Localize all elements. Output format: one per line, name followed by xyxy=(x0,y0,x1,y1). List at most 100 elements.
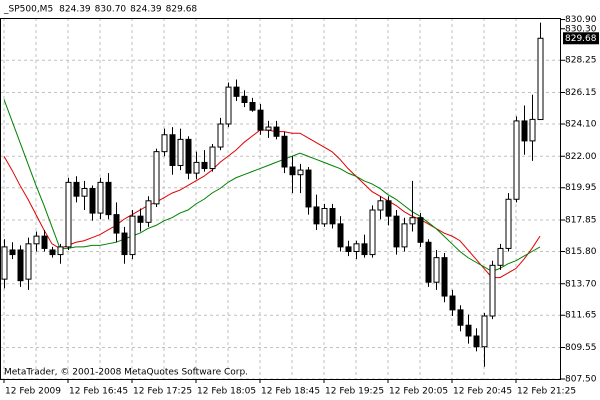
candle-body xyxy=(345,246,352,252)
candle-body xyxy=(353,243,360,252)
y-tick-label: 830.90 xyxy=(565,15,597,25)
header-value: 824.39 xyxy=(130,5,162,15)
candle-body xyxy=(377,200,384,211)
y-tick-label: 809.55 xyxy=(565,343,597,353)
candle-body xyxy=(65,181,72,248)
y-tick-label: 811.65 xyxy=(565,311,597,321)
candle-body xyxy=(193,161,200,174)
grid xyxy=(0,18,561,380)
candle-body xyxy=(249,101,256,111)
candle-body xyxy=(465,324,472,337)
candle-body xyxy=(225,86,232,125)
candle-body xyxy=(153,151,160,205)
candle-body xyxy=(113,214,120,234)
candle-body xyxy=(41,235,48,249)
header-value: 830.70 xyxy=(95,5,127,15)
candle-body xyxy=(161,134,168,153)
candle-body xyxy=(489,264,496,317)
candle-body xyxy=(201,161,208,170)
candle-body xyxy=(425,241,432,283)
y-tick-label: 813.70 xyxy=(565,279,597,289)
candle-body xyxy=(73,181,80,197)
candle-body xyxy=(529,118,536,142)
candle-body xyxy=(409,217,416,225)
candle-body xyxy=(33,235,40,245)
candle-body xyxy=(129,215,136,256)
y-tick-label: 817.85 xyxy=(565,216,597,226)
candle-body xyxy=(257,109,264,131)
header-value: 824.39 xyxy=(59,5,91,15)
candle-body xyxy=(121,232,128,256)
x-tick-label: 12 Feb 19:25 xyxy=(325,387,384,397)
candle-body xyxy=(417,217,424,243)
candle-body xyxy=(481,315,488,348)
x-tick-label: 12 Feb 18:45 xyxy=(261,387,320,397)
candle-body xyxy=(289,166,296,176)
candle-body xyxy=(297,169,304,176)
candle-body xyxy=(385,200,392,217)
candle-body xyxy=(57,246,64,256)
candle-body xyxy=(305,169,312,208)
y-tick-label: 830.30 xyxy=(565,24,597,34)
candle-body xyxy=(329,207,336,225)
y-tick-label: 822.00 xyxy=(565,152,597,162)
x-tick-label: 12 Feb 17:25 xyxy=(133,387,192,397)
candle-body xyxy=(281,135,288,168)
y-tick-label: 815.80 xyxy=(565,247,597,257)
candle-body xyxy=(81,188,88,197)
candle-body xyxy=(449,295,456,311)
x-tick-label: 12 Feb 2009 xyxy=(5,387,61,397)
candle-body xyxy=(105,181,112,216)
candle-body xyxy=(49,249,56,256)
x-tick-label: 12 Feb 18:05 xyxy=(197,387,256,397)
candle-body xyxy=(369,209,376,256)
x-tick-label: 12 Feb 16:45 xyxy=(69,387,128,397)
x-tick-label: 12 Feb 21:25 xyxy=(517,387,576,397)
candle-body xyxy=(241,95,248,103)
candle-body xyxy=(457,309,464,326)
candle-body xyxy=(209,146,216,170)
y-tick-label: 828.25 xyxy=(565,56,597,66)
candle-body xyxy=(473,335,480,348)
candle-body xyxy=(169,134,176,166)
y-tick-label: 819.95 xyxy=(565,183,597,193)
moving-average xyxy=(3,99,541,273)
candle-body xyxy=(337,223,344,248)
symbol: _SP500,M5 xyxy=(3,5,53,15)
candle-body xyxy=(433,257,440,283)
candle-body xyxy=(17,249,24,282)
candle-body xyxy=(513,120,520,200)
candle-body xyxy=(521,120,528,142)
candle-body xyxy=(273,126,280,137)
candle-body xyxy=(97,181,104,214)
candle-body xyxy=(537,37,544,121)
x-tick-label: 12 Feb 20:05 xyxy=(389,387,448,397)
watermark: MetaTrader, © 2001-2008 MetaQuotes Softw… xyxy=(4,368,248,378)
candle-body xyxy=(401,223,408,248)
candle-body xyxy=(361,243,368,256)
candle-body xyxy=(9,249,16,256)
candle-body xyxy=(217,123,224,148)
current-price-box xyxy=(563,32,599,45)
candle-body xyxy=(497,247,504,266)
candle-body xyxy=(177,138,184,166)
candle-body xyxy=(441,257,448,297)
candle-body xyxy=(393,215,400,248)
candle-body xyxy=(233,86,240,97)
candle-body xyxy=(265,126,272,131)
candle-body xyxy=(1,246,8,280)
x-tick-label: 12 Feb 20:45 xyxy=(453,387,512,397)
current-price-label: 829.68 xyxy=(565,34,597,44)
candle-body xyxy=(313,206,320,225)
y-tick-label: 807.50 xyxy=(565,375,597,385)
candle-body xyxy=(25,243,32,280)
candle-body xyxy=(321,207,328,225)
y-tick-label: 824.10 xyxy=(565,119,597,129)
candle-body xyxy=(137,215,144,223)
y-tick-label: 826.15 xyxy=(565,88,597,98)
header-value: 829.68 xyxy=(166,5,198,15)
plot-frame xyxy=(0,18,561,380)
moving-average xyxy=(3,129,541,279)
candle-body xyxy=(505,198,512,249)
